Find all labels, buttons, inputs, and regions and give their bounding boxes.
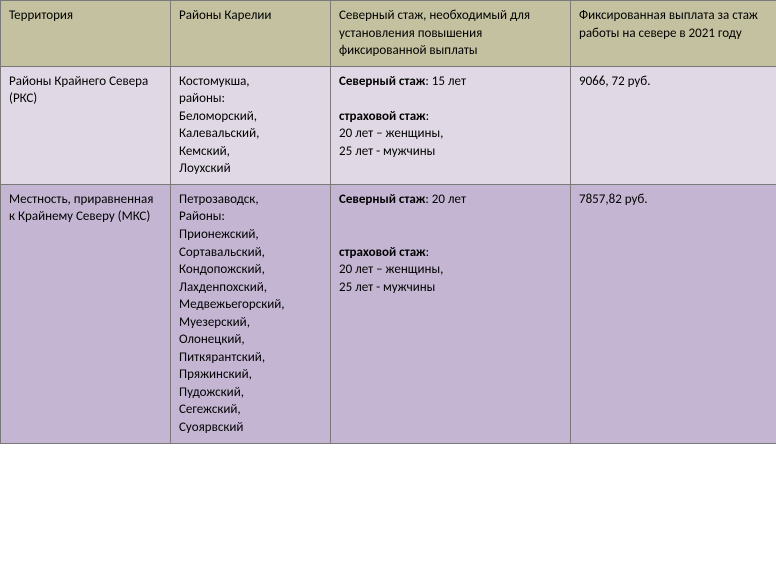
cell-payment: 7857,82 руб.	[571, 184, 776, 443]
stazh-ins-label: страховой стаж	[339, 245, 426, 260]
stazh-north-value: : 20 лет	[425, 192, 466, 207]
stazh-ins-colon: :	[426, 109, 429, 124]
stazh-ins-colon: :	[426, 245, 429, 260]
cell-payment: 9066, 72 руб.	[571, 66, 776, 184]
pension-table: Территория Районы Карелии Северный стаж,…	[0, 0, 776, 444]
header-stazh: Северный стаж, необходимый для установле…	[331, 1, 571, 67]
stazh-ins-line: страховой стаж:	[339, 244, 562, 262]
header-territory: Территория	[1, 1, 171, 67]
header-payment: Фиксированная выплата за стаж работы на …	[571, 1, 776, 67]
stazh-north-label: Северный стаж	[339, 192, 425, 207]
stazh-men: 25 лет - мужчины	[339, 143, 562, 161]
cell-stazh: Северный стаж: 20 лет страховой стаж: 20…	[331, 184, 571, 443]
table-header: Территория Районы Карелии Северный стаж,…	[1, 1, 776, 67]
cell-territory: Местность, приравненная к Крайнему Север…	[1, 184, 171, 443]
stazh-men: 25 лет - мужчины	[339, 279, 562, 297]
stazh-women: 20 лет – женщины,	[339, 261, 562, 279]
blank-line	[339, 90, 562, 108]
cell-territory: Районы Крайнего Севера (РКС)	[1, 66, 171, 184]
cell-districts: Костомукша, районы: Беломорский, Калевал…	[171, 66, 331, 184]
stazh-north-label: Северный стаж	[339, 74, 425, 89]
stazh-north-value: : 15 лет	[425, 74, 466, 89]
header-districts: Районы Карелии	[171, 1, 331, 67]
table-row: Местность, приравненная к Крайнему Север…	[1, 184, 776, 443]
stazh-ins-label: страховой стаж	[339, 109, 426, 124]
header-row: Территория Районы Карелии Северный стаж,…	[1, 1, 776, 67]
blank-line	[339, 226, 562, 244]
stazh-ins-line: страховой стаж:	[339, 108, 562, 126]
stazh-women: 20 лет – женщины,	[339, 125, 562, 143]
table-row: Районы Крайнего Севера (РКС) Костомукша,…	[1, 66, 776, 184]
blank-line	[339, 208, 562, 226]
cell-districts: Петрозаводск, Районы: Прионежский, Сорта…	[171, 184, 331, 443]
stazh-north-line: Северный стаж: 20 лет	[339, 191, 562, 209]
stazh-north-line: Северный стаж: 15 лет	[339, 73, 562, 91]
cell-stazh: Северный стаж: 15 лет страховой стаж: 20…	[331, 66, 571, 184]
